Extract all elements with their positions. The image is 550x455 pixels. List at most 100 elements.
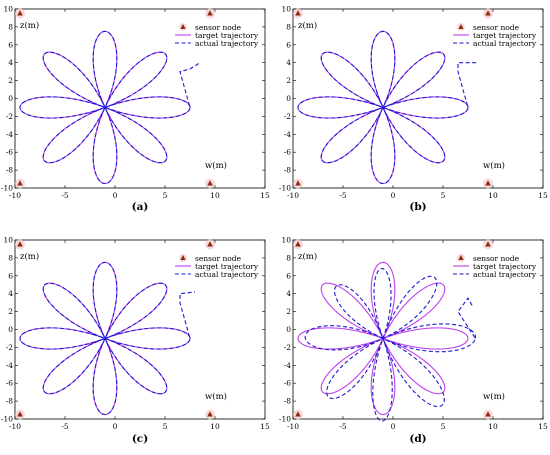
y-tick-label: 4 [8,289,13,298]
y-tick-label: -10 [1,415,13,424]
y-tick-label: 4 [286,289,291,298]
sensor-node-marker [485,411,491,417]
y-tick-label: 6 [8,271,13,280]
sensor-node-marker [295,180,301,186]
legend-entry: sensor node [195,23,242,32]
panel-b: -10 -5 0 5 10 15 -10 -8 -6 -4 -2 0 2 4 6 8 10 z(m) w(m) sen… [279,5,548,214]
y-tick-label: -8 [284,397,292,406]
y-axis-label: z(m) [20,251,39,262]
y-tick-label: 8 [8,22,13,31]
sensor-node-marker [295,241,301,247]
sensor-node-marker [17,241,23,247]
x-tick-label: 0 [113,191,118,200]
panel-label: (c) [132,433,148,445]
x-tick-label: -5 [61,422,69,431]
legend-entry: target trajectory [473,262,537,271]
legend-entry: actual trajectory [195,39,259,48]
sensor-node-marker [295,411,301,417]
x-axis-label: w(m) [483,391,505,402]
x-tick-label: -5 [339,422,347,431]
y-tick-label: 0 [286,94,291,103]
x-tick-label: -10 [9,422,21,431]
y-tick-label: -10 [279,184,291,193]
x-tick-label: 15 [260,422,270,431]
y-tick-label: 10 [281,5,291,14]
sensor-node-marker [17,180,23,186]
x-tick-label: 5 [163,422,168,431]
x-tick-label: -5 [61,191,69,200]
x-tick-label: -10 [9,191,21,200]
legend-sensor-marker [180,255,186,260]
legend-sensor-marker [180,24,186,29]
actual-trajectory [19,30,201,185]
x-tick-label: -10 [287,191,299,200]
panel-label: (b) [409,201,426,213]
x-axis-label: w(m) [205,160,227,171]
x-tick-label: 15 [260,191,270,200]
x-tick-label: 10 [488,191,498,200]
sensor-node-marker [207,10,213,16]
legend-entry: sensor node [473,254,520,263]
legend-entry: sensor node [473,23,520,32]
x-axis-label: w(m) [483,160,505,171]
y-tick-label: -10 [279,415,291,424]
y-axis-label: z(m) [298,251,317,262]
y-tick-label: -6 [6,148,14,157]
actual-trajectory [304,268,476,422]
x-tick-label: 10 [488,422,498,431]
panel-a: -10 -5 0 5 10 15 -10 -8 -6 -4 -2 0 2 4 6 8 10 z(m) w(m) sen… [1,5,270,214]
y-tick-label: 0 [8,94,13,103]
y-tick-label: -10 [1,184,13,193]
legend-sensor-marker [458,24,464,29]
y-tick-label: -4 [6,130,14,139]
y-tick-label: 2 [286,76,291,85]
x-tick-label: 5 [441,422,446,431]
legend-sensor-marker [458,255,464,260]
target-trajectory [297,261,469,416]
x-tick-label: 0 [391,422,396,431]
sensor-node-marker [207,411,213,417]
panel-label: (d) [409,433,426,445]
sensor-node-marker [207,241,213,247]
sensor-node-marker [17,10,23,16]
legend-entry: actual trajectory [473,270,537,279]
x-axis-label: w(m) [205,391,227,402]
y-tick-label: 0 [286,325,291,334]
y-tick-label: -4 [284,130,292,139]
x-tick-label: 10 [210,191,220,200]
y-tick-label: 10 [281,236,291,245]
x-tick-label: -5 [339,191,347,200]
x-tick-label: 15 [538,422,548,431]
legend-entry: target trajectory [195,31,259,40]
y-tick-label: 2 [286,307,291,316]
x-tick-label: 15 [538,191,548,200]
actual-trajectory [297,30,478,185]
legend-entry: actual trajectory [473,39,537,48]
y-tick-label: 6 [286,40,291,49]
sensor-node-marker [485,10,491,16]
panel-c: -10 -5 0 5 10 15 -10 -8 -6 -4 -2 0 2 4 6 8 10 z(m) w(m) sen… [1,236,270,446]
legend-entry: actual trajectory [195,270,259,279]
y-tick-label: -8 [284,166,292,175]
x-tick-label: 0 [391,191,396,200]
y-tick-label: 4 [286,58,291,67]
y-tick-label: -2 [284,343,292,352]
y-tick-label: 8 [8,253,13,262]
y-tick-label: -2 [6,343,14,352]
y-tick-label: -6 [284,148,292,157]
x-tick-label: 5 [163,191,168,200]
sensor-node-marker [207,180,213,186]
y-tick-label: -6 [284,379,292,388]
y-axis-label: z(m) [20,20,39,31]
y-tick-label: 10 [3,5,13,14]
panel-d: -10 -5 0 5 10 15 -10 -8 -6 -4 -2 0 2 4 6 8 10 z(m) w(m) sen… [279,236,548,446]
actual-trajectory [19,261,196,416]
sensor-node-marker [295,10,301,16]
y-tick-label: 10 [3,236,13,245]
x-tick-label: 0 [113,422,118,431]
y-tick-label: 6 [286,271,291,280]
y-axis-label: z(m) [298,20,317,31]
